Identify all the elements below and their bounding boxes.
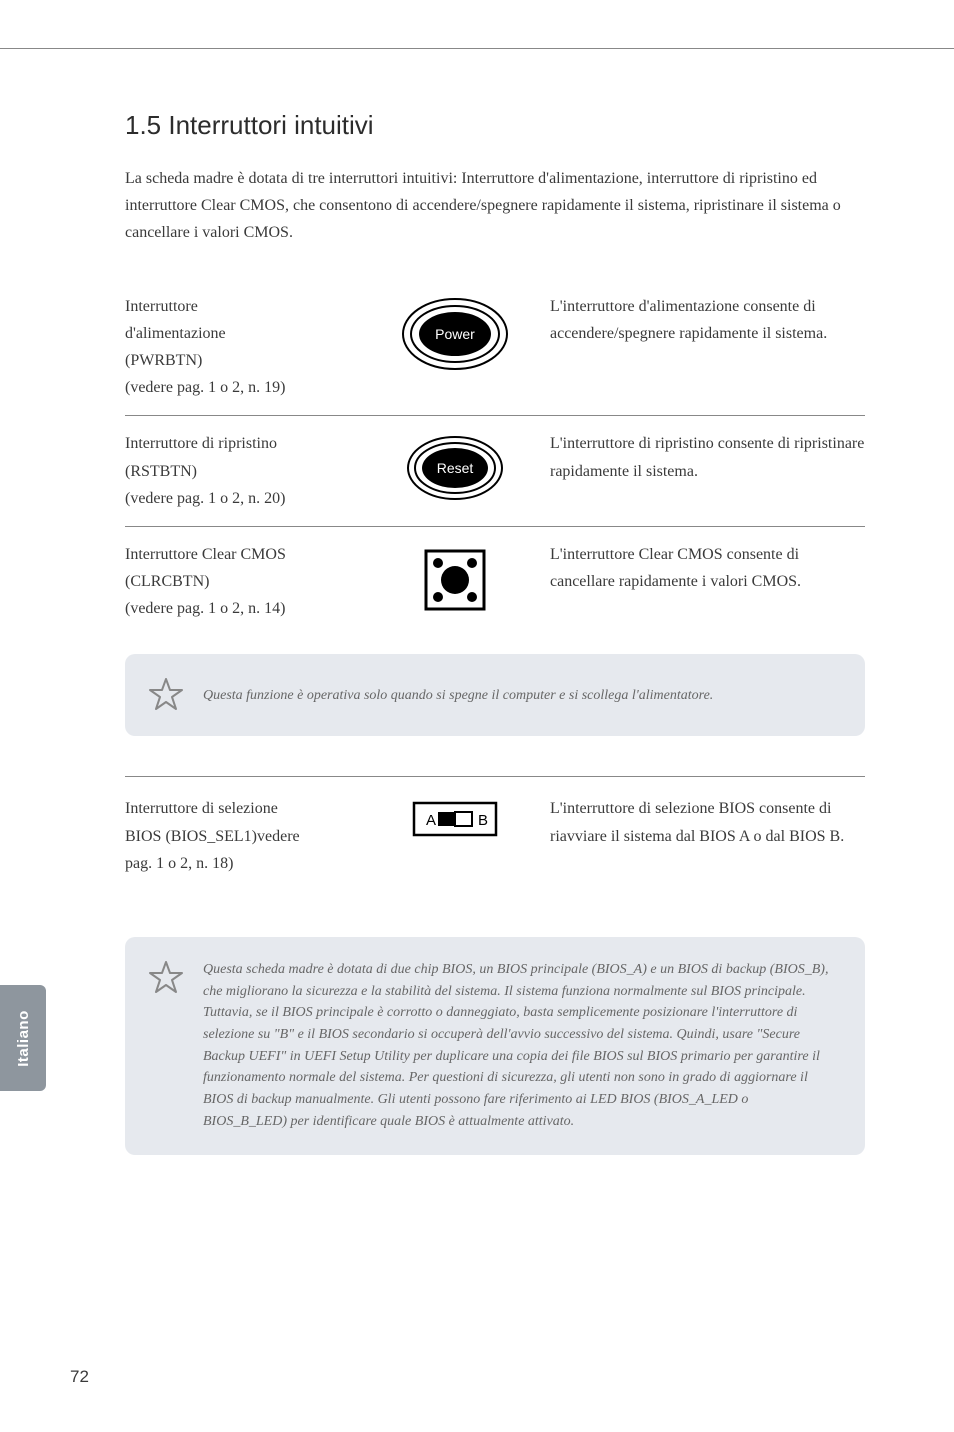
- row-icon-reset: Reset: [360, 430, 550, 504]
- row-icon-abswitch: A B: [360, 795, 550, 839]
- row-left-line: Interruttore di selezione: [125, 800, 278, 817]
- row-left-line: (vedere pag. 1 o 2, n. 20): [125, 490, 285, 507]
- row-left-line: (CLRCBTN): [125, 573, 209, 590]
- note-box-2: Questa scheda madre è dotata di due chip…: [125, 937, 865, 1155]
- row-right: L'interruttore d'alimentazione consente …: [550, 293, 865, 347]
- row-icon-power: Power: [360, 293, 550, 375]
- note-text-2: Questa scheda madre è dotata di due chip…: [203, 959, 835, 1133]
- language-tab: Italiano: [0, 985, 46, 1091]
- switch-row-clrcmos: Interruttore Clear CMOS (CLRCBTN) (veder…: [125, 527, 865, 637]
- reset-button-icon: Reset: [405, 434, 505, 504]
- switch-label-b: B: [478, 812, 488, 829]
- row-left: Interruttore di ripristino (RSTBTN) (ved…: [125, 430, 360, 512]
- row-left-line: Interruttore di ripristino: [125, 435, 277, 452]
- reset-label: Reset: [437, 460, 474, 476]
- row-left-line: (vedere pag. 1 o 2, n. 14): [125, 600, 285, 617]
- switch-row-power: Interruttore d'alimentazione (PWRBTN) (v…: [125, 279, 865, 417]
- ab-switch-icon: A B: [410, 799, 500, 839]
- row-left: Interruttore di selezione BIOS (BIOS_SEL…: [125, 795, 360, 877]
- power-button-icon: Power: [400, 297, 510, 375]
- note-text-1: Questa funzione è operativa solo quando …: [203, 685, 835, 707]
- row-left-line: (RSTBTN): [125, 463, 197, 480]
- switch-row-reset: Interruttore di ripristino (RSTBTN) (ved…: [125, 416, 865, 527]
- section-heading: 1.5 Interruttori intuitivi: [125, 110, 865, 141]
- row-icon-clrcmos: [360, 541, 550, 615]
- row-left-line: (vedere pag. 1 o 2, n. 19): [125, 379, 285, 396]
- note-box-1: Questa funzione è operativa solo quando …: [125, 654, 865, 736]
- row-right: L'interruttore Clear CMOS consente di ca…: [550, 541, 865, 595]
- row-left-line: BIOS (BIOS_SEL1)vedere: [125, 828, 300, 845]
- row-left-line: Interruttore Clear CMOS: [125, 546, 286, 563]
- row-left-line: pag. 1 o 2, n. 18): [125, 855, 233, 872]
- header-rule: [0, 48, 954, 49]
- page-number: 72: [70, 1367, 89, 1387]
- star-icon: [147, 676, 185, 714]
- row-right: L'interruttore di ripristino consente di…: [550, 430, 865, 484]
- row-left-line: Interruttore: [125, 298, 198, 315]
- row-left-line: d'alimentazione: [125, 325, 226, 342]
- row-left-line: (PWRBTN): [125, 352, 202, 369]
- row-right: L'interruttore di selezione BIOS consent…: [550, 795, 865, 849]
- page-content: 1.5 Interruttori intuitivi La scheda mad…: [125, 110, 865, 1155]
- switch-row-bios: Interruttore di selezione BIOS (BIOS_SEL…: [125, 776, 865, 877]
- row-left: Interruttore Clear CMOS (CLRCBTN) (veder…: [125, 541, 360, 623]
- power-label: Power: [435, 326, 475, 342]
- language-label: Italiano: [15, 1010, 32, 1067]
- intro-paragraph: La scheda madre è dotata di tre interrut…: [125, 165, 865, 247]
- clear-cmos-icon: [420, 545, 490, 615]
- star-icon: [147, 959, 185, 997]
- row-left: Interruttore d'alimentazione (PWRBTN) (v…: [125, 293, 360, 402]
- switch-label-a: A: [426, 812, 436, 829]
